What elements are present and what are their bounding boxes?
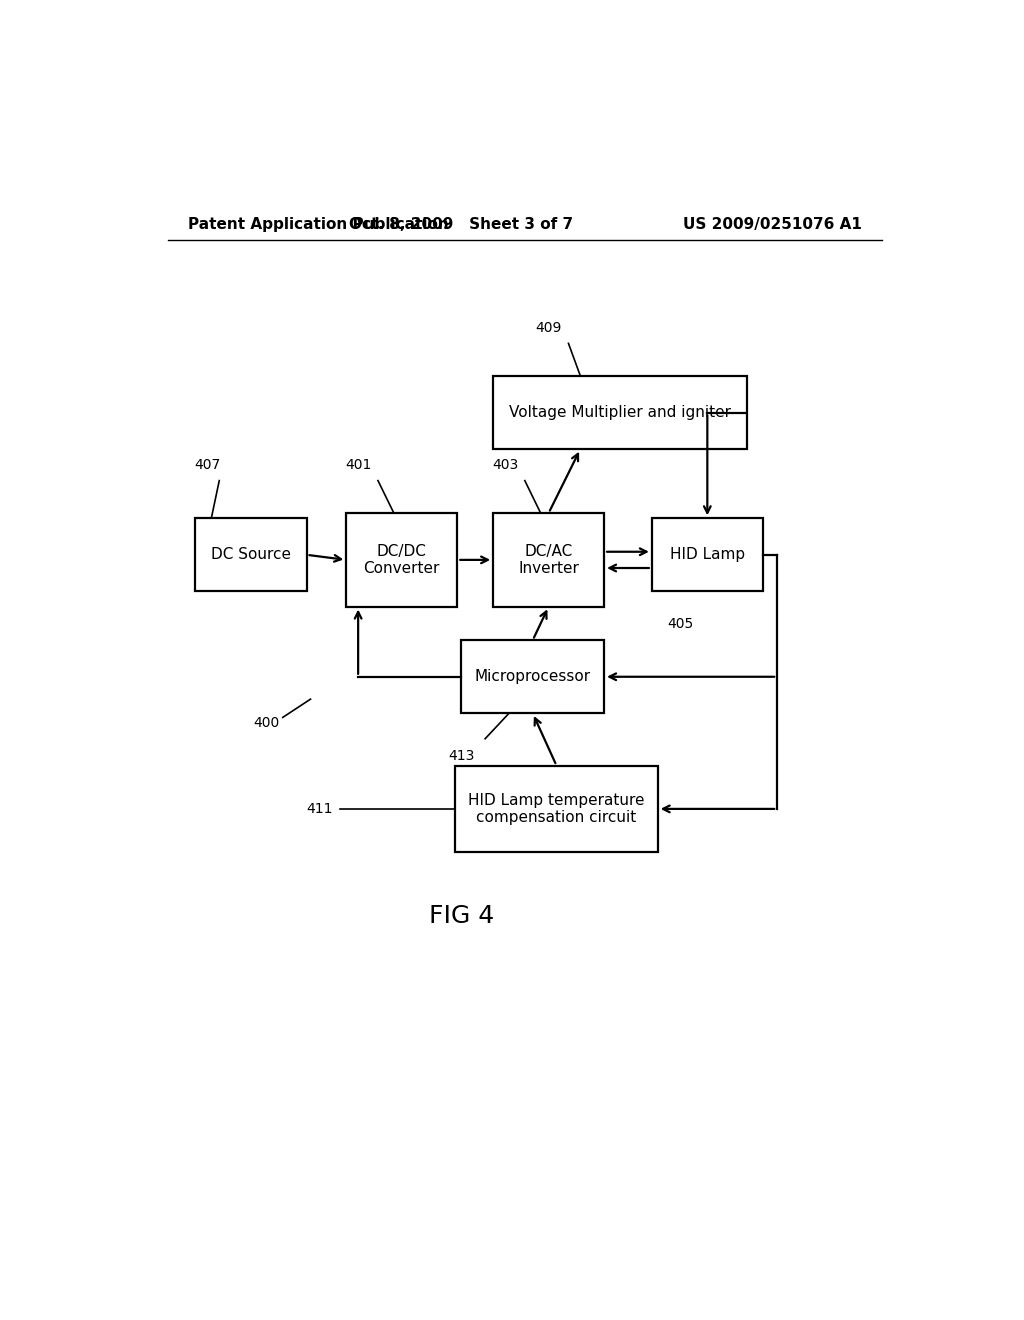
Text: Voltage Multiplier and igniter: Voltage Multiplier and igniter <box>509 405 731 420</box>
Text: 401: 401 <box>345 458 372 473</box>
Bar <box>494 376 748 449</box>
Bar <box>346 513 458 607</box>
Bar <box>196 519 306 591</box>
Text: 413: 413 <box>449 748 474 763</box>
Bar <box>494 513 604 607</box>
Bar <box>651 519 763 591</box>
Bar <box>456 766 657 853</box>
Text: Oct. 8, 2009   Sheet 3 of 7: Oct. 8, 2009 Sheet 3 of 7 <box>349 216 573 232</box>
Text: 400: 400 <box>254 715 280 730</box>
Text: Patent Application Publication: Patent Application Publication <box>187 216 449 232</box>
Text: HID Lamp: HID Lamp <box>670 548 744 562</box>
Text: DC Source: DC Source <box>211 548 291 562</box>
Text: FIG 4: FIG 4 <box>429 904 494 928</box>
Text: 405: 405 <box>668 616 694 631</box>
Text: 411: 411 <box>306 801 333 816</box>
Bar <box>462 640 604 713</box>
Text: 403: 403 <box>492 458 518 473</box>
Text: DC/DC
Converter: DC/DC Converter <box>364 544 440 576</box>
Text: 407: 407 <box>195 458 220 473</box>
Text: US 2009/0251076 A1: US 2009/0251076 A1 <box>683 216 862 232</box>
Text: DC/AC
Inverter: DC/AC Inverter <box>518 544 579 576</box>
Text: 409: 409 <box>536 321 562 335</box>
Text: Microprocessor: Microprocessor <box>475 669 591 684</box>
Text: HID Lamp temperature
compensation circuit: HID Lamp temperature compensation circui… <box>468 793 645 825</box>
